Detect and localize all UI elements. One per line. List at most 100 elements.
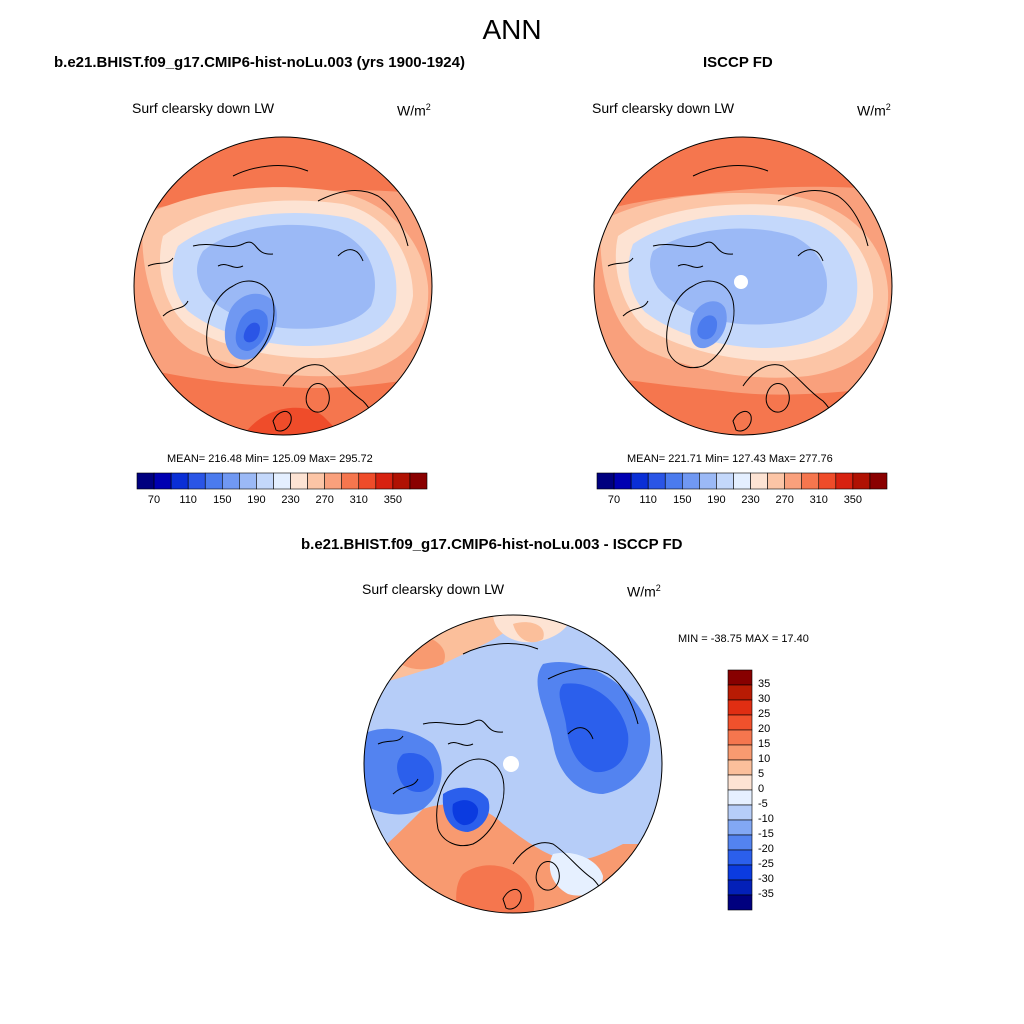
panel3-colorbar-tick-label: -20 [758,843,774,855]
panel2-colorbar-swatch [613,472,632,490]
panel2-colorbar-tick-label: 270 [775,494,794,506]
panel2-stats: MEAN= 221.71 Min= 127.43 Max= 277.76 [627,453,833,465]
panel3-map [363,614,663,914]
panel2-colorbar-swatch [699,472,717,490]
panel1-colorbar-swatch [256,472,274,490]
panel1-variable-label: Surf clearsky down LW [132,100,275,116]
panel2-map [593,136,893,436]
panel3-colorbar-tick-label: 30 [758,693,771,705]
panel3-colorbar-swatch [727,879,753,896]
panel3-colorbar-swatch [727,759,753,776]
panel3-colorbar-swatch [727,864,753,881]
panel1-colorbar-swatch [392,472,411,490]
panel3-colorbar-tick-label: 10 [758,753,771,765]
panel3-colorbar-swatch [727,789,753,806]
panel1-colorbar-swatch [136,472,155,490]
panel2-variable-label: Surf clearsky down LW [592,100,735,116]
panel2-colorbar-swatch [801,472,820,490]
figure-title: ANN [482,14,542,45]
panel3-colorbar-swatch [727,669,753,686]
panel3-colorbar-swatch [727,894,753,911]
panel2-colorbar-swatch [835,472,854,490]
panel1-colorbar-tick-label: 190 [247,494,266,506]
panel1-colorbar-tick-label: 70 [147,494,161,506]
panel1-colorbar-swatch [239,472,257,490]
panel3-colorbar-tick-label: -5 [758,798,768,810]
panel3-colorbar-tick-label: 20 [758,723,771,735]
panel3-stats: MIN = -38.75 MAX = 17.40 [678,633,809,645]
panel1-colorbar-swatch [290,472,308,490]
panel2-colorbar-swatch [852,472,871,490]
panel1-stats: MEAN= 216.48 Min= 125.09 Max= 295.72 [167,453,373,465]
panel1-colorbar-tick-label: 350 [383,494,403,506]
panel2-colorbar-swatch [664,472,683,490]
panel2-colorbar-swatch [750,472,768,490]
panel1-colorbar-swatch [170,472,189,490]
panel2-colorbar-swatch [733,472,751,490]
panel1-units: W/m2 [397,102,431,119]
panel2-colorbar-tick-label: 350 [843,494,863,506]
panel2-colorbar-swatch [596,472,615,490]
panel3-colorbar [727,669,753,911]
panel3-units: W/m2 [627,583,661,600]
panel3-colorbar-swatch [727,699,753,716]
panel3-colorbar-tick-label: -15 [758,828,774,840]
panel2-colorbar-swatch [630,472,649,490]
panel2-colorbar-swatch [647,472,666,490]
panel2-colorbar-swatch [784,472,803,490]
panel1-colorbar-swatch [187,472,206,490]
panel1-colorbar-swatch [307,472,325,490]
panel3-colorbar-tick-label: 5 [758,768,765,780]
panel3-colorbar-tick-label: -35 [758,888,774,900]
panel1-colorbar-swatch [375,472,394,490]
panel2-colorbar-swatch [716,472,734,490]
panel1-colorbar-swatch [221,472,240,490]
panel3-colorbar-swatch [727,849,753,866]
panel1-colorbar-tick-label: 110 [179,494,197,506]
panel2-colorbar-tick-label: 230 [741,494,760,506]
panel1-colorbar-swatch [341,472,360,490]
panel1-colorbar [136,472,428,490]
panel2-colorbar-swatch [869,472,888,490]
panel2-colorbar-tick-label: 110 [639,494,657,506]
panel1-colorbar-tick-label: 150 [213,494,232,506]
panel3-colorbar-tick-label: 35 [758,678,771,690]
panel3-colorbar-tick-label: -10 [758,813,774,825]
panel1-colorbar-swatch [273,472,291,490]
panel3-colorbar-tick-label: -25 [758,858,774,870]
panel3-variable-label: Surf clearsky down LW [362,581,505,597]
panel3-colorbar-swatch [727,744,753,761]
panel3-colorbar-swatch [727,729,753,746]
panel1-title: b.e21.BHIST.f09_g17.CMIP6-hist-noLu.003 … [54,54,465,71]
panel1-colorbar-swatch [409,472,428,490]
panel2-colorbar-swatch [767,472,785,490]
panel2-colorbar-swatch [818,472,837,490]
panel1-map [133,136,433,436]
panel3-colorbar-swatch [727,819,753,836]
panel3-colorbar-swatch [727,714,753,731]
panel2-colorbar-tick-label: 150 [673,494,692,506]
panel2-colorbar-swatch [681,472,700,490]
panel3-colorbar-swatch [727,684,753,701]
panel1-colorbar-tick-label: 310 [349,494,368,506]
panel1-colorbar-swatch [204,472,223,490]
panel3-colorbar-swatch [727,774,753,791]
panel3-colorbar-tick-label: 25 [758,708,771,720]
panel1-colorbar-swatch [153,472,172,490]
panel2-colorbar-tick-label: 190 [707,494,726,506]
panel1-colorbar-swatch [358,472,377,490]
panel3-colorbar-tick-label: 15 [758,738,771,750]
panel2-colorbar [596,472,888,490]
panel2-units: W/m2 [857,102,891,119]
panel2-colorbar-tick-label: 70 [607,494,621,506]
panel3-colorbar-tick-label: 0 [758,783,765,795]
panel1-colorbar-tick-label: 230 [281,494,300,506]
panel1-colorbar-swatch [324,472,343,490]
panel3-colorbar-swatch [727,804,753,821]
panel2-title: ISCCP FD [703,54,773,71]
panel3-title: b.e21.BHIST.f09_g17.CMIP6-hist-noLu.003 … [301,536,683,553]
panel3-colorbar-tick-label: -30 [758,873,774,885]
panel3-colorbar-swatch [727,834,753,851]
panel2-colorbar-tick-label: 310 [809,494,828,506]
panel1-colorbar-tick-label: 270 [315,494,334,506]
